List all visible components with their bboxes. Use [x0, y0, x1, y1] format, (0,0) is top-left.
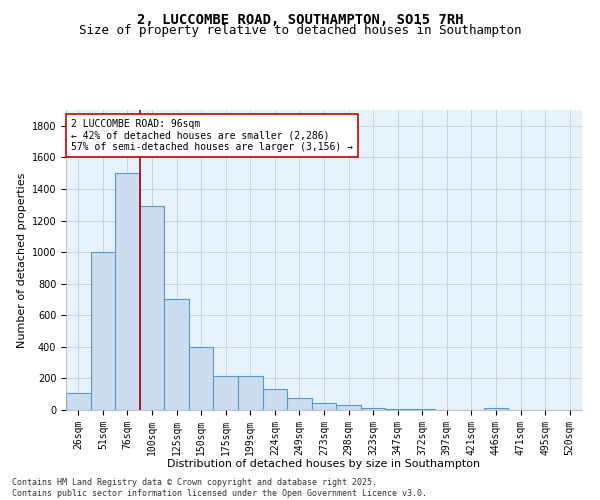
Bar: [410, 409, 434, 410]
Bar: [66, 392, 91, 410]
Bar: [164, 298, 189, 410]
Bar: [385, 409, 410, 410]
X-axis label: Distribution of detached houses by size in Southampton: Distribution of detached houses by size …: [167, 459, 481, 469]
Bar: [361, 408, 385, 410]
Bar: [214, 376, 238, 410]
Bar: [287, 398, 312, 410]
Bar: [115, 173, 140, 410]
Bar: [91, 252, 115, 410]
Text: Contains HM Land Registry data © Crown copyright and database right 2025.
Contai: Contains HM Land Registry data © Crown c…: [12, 478, 427, 498]
Text: 2, LUCCOMBE ROAD, SOUTHAMPTON, SO15 7RH: 2, LUCCOMBE ROAD, SOUTHAMPTON, SO15 7RH: [137, 12, 463, 26]
Bar: [189, 347, 214, 410]
Bar: [484, 408, 508, 410]
Y-axis label: Number of detached properties: Number of detached properties: [17, 172, 28, 348]
Bar: [263, 388, 287, 410]
Bar: [336, 406, 361, 410]
Text: Size of property relative to detached houses in Southampton: Size of property relative to detached ho…: [79, 24, 521, 37]
Bar: [312, 403, 336, 410]
Bar: [238, 376, 263, 410]
Text: 2 LUCCOMBE ROAD: 96sqm
← 42% of detached houses are smaller (2,286)
57% of semi-: 2 LUCCOMBE ROAD: 96sqm ← 42% of detached…: [71, 119, 353, 152]
Bar: [140, 206, 164, 410]
